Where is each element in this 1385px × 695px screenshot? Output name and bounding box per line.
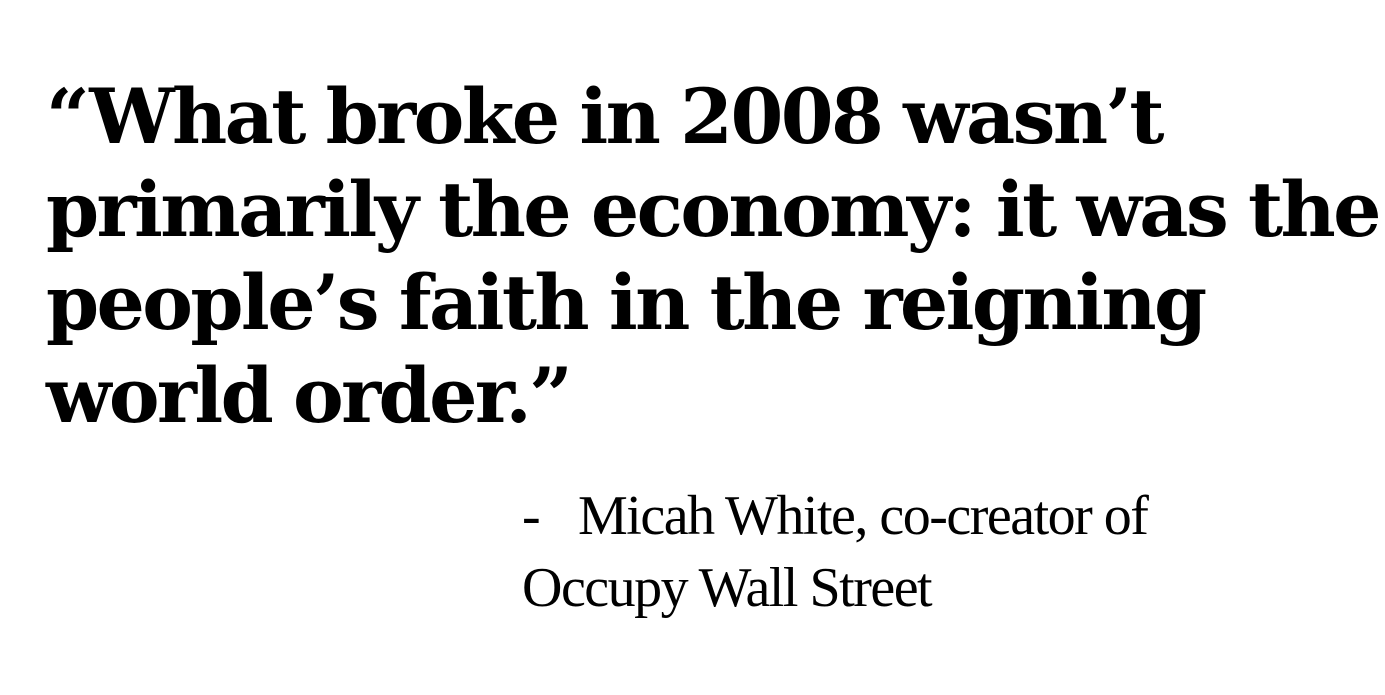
quote-attribution: - Micah White, co-creator of Occupy Wall …: [522, 480, 1362, 624]
quote-line-2: primarily the economy: it was the: [46, 165, 1382, 254]
quote-line-1: “What broke in 2008 wasn’t: [46, 72, 1164, 161]
quote-line-3: people’s faith in the reigning: [46, 258, 1207, 347]
attribution-author: Micah White, co-creator of: [578, 485, 1149, 547]
quote-text: “What broke in 2008 wasn’t primarily the…: [46, 70, 1382, 442]
attribution-line-1: - Micah White, co-creator of: [522, 480, 1362, 552]
quote-line-4: world order.”: [46, 351, 573, 440]
attribution-line-2: Occupy Wall Street: [522, 557, 933, 619]
attribution-dash: -: [522, 485, 541, 547]
